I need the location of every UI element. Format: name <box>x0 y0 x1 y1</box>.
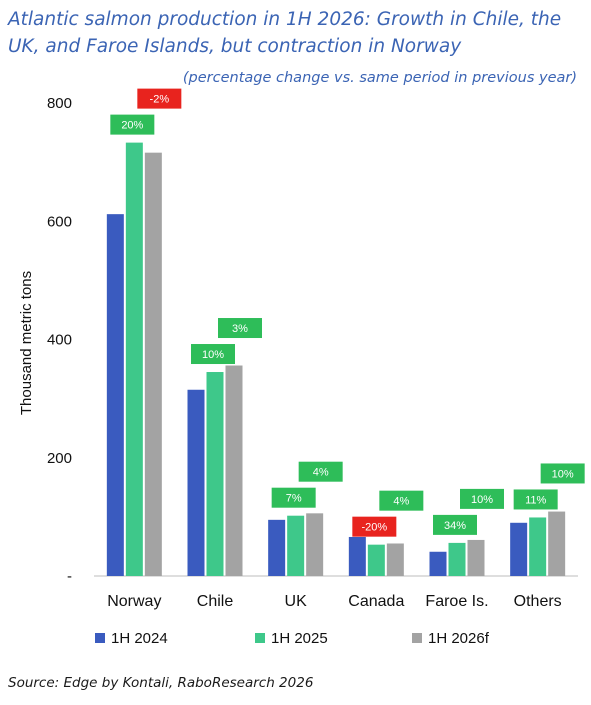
change-badge <box>110 114 155 135</box>
bar <box>144 152 162 577</box>
change-badge <box>271 487 316 508</box>
source-label: Source: <box>8 675 60 691</box>
change-badge <box>379 490 424 511</box>
change-badge <box>137 88 182 109</box>
x-axis-labels: Norway Chile UK Canada Faroe Is. Others <box>107 593 561 610</box>
bar <box>429 551 447 576</box>
change-badge-label: -2% <box>150 94 170 106</box>
legend-label: 1H 2026f <box>428 630 490 647</box>
change-badge <box>352 516 397 537</box>
legend-swatch <box>412 633 422 643</box>
bar <box>448 542 466 576</box>
y-tick-label: 200 <box>47 450 72 467</box>
legend-label: 1H 2024 <box>111 630 168 647</box>
change-badge-label: -20% <box>361 522 387 534</box>
bar <box>187 389 205 576</box>
change-badge-label: 3% <box>232 323 248 335</box>
change-badge-label: 4% <box>313 467 329 479</box>
x-tick-label: Chile <box>197 593 234 610</box>
bar <box>106 214 124 576</box>
legend-swatch <box>95 633 105 643</box>
bar <box>268 519 286 576</box>
change-badge-label: 10% <box>202 349 224 361</box>
x-tick-label: Norway <box>107 593 161 610</box>
change-badge-label: 10% <box>552 468 574 480</box>
y-tick-label: 800 <box>47 95 72 112</box>
bar <box>306 513 324 576</box>
y-tick-label: - <box>67 568 72 585</box>
y-tick-label: 600 <box>47 213 72 230</box>
change-badges: 20% -2% 10% 3% 7% 4% -20% 4% 34% 10% 11% 10% <box>110 88 585 537</box>
y-tick-label: 400 <box>47 332 72 349</box>
change-badge <box>433 514 477 535</box>
chart-subtitle: (percentage change vs. same period in pr… <box>182 70 577 86</box>
x-tick-label: Canada <box>348 593 404 610</box>
bar <box>510 522 528 576</box>
bar <box>287 515 305 576</box>
change-badge <box>218 318 262 339</box>
source-text: Edge by Kontali, RaboResearch 2026 <box>59 675 314 691</box>
bars <box>106 142 566 577</box>
x-tick-label: Others <box>514 593 562 610</box>
change-badge <box>513 489 558 510</box>
x-tick-label: Faroe Is. <box>425 593 488 610</box>
change-badge-label: 34% <box>444 520 466 532</box>
bar <box>125 142 143 576</box>
bar <box>386 543 404 576</box>
legend: 1H 2024 1H 2025 1H 2026f <box>95 630 490 647</box>
x-tick-label: UK <box>285 593 308 610</box>
bar <box>206 372 224 576</box>
change-badge-label: 4% <box>393 496 409 508</box>
change-badge-label: 11% <box>525 494 546 506</box>
legend-swatch <box>255 633 265 643</box>
bar <box>467 539 485 576</box>
legend-label: 1H 2025 <box>271 630 328 647</box>
bar <box>529 517 547 576</box>
change-badge <box>460 488 504 509</box>
bar <box>225 365 243 576</box>
change-badge-label: 7% <box>286 493 302 505</box>
change-badge <box>540 463 585 484</box>
source-note: Source: Edge by Kontali, RaboResearch 20… <box>8 675 313 691</box>
chart-title: Atlantic salmon production in 1H 2026: G… <box>8 9 562 57</box>
y-axis-label: Thousand metric tons <box>18 271 35 415</box>
bar <box>348 536 366 576</box>
change-badge-label: 20% <box>121 120 143 132</box>
change-badge <box>298 461 343 482</box>
bar <box>367 544 385 576</box>
change-badge-label: 10% <box>471 494 493 506</box>
y-axis: - 200 400 600 800 <box>47 95 578 585</box>
bar <box>548 511 566 576</box>
change-badge <box>191 344 235 365</box>
